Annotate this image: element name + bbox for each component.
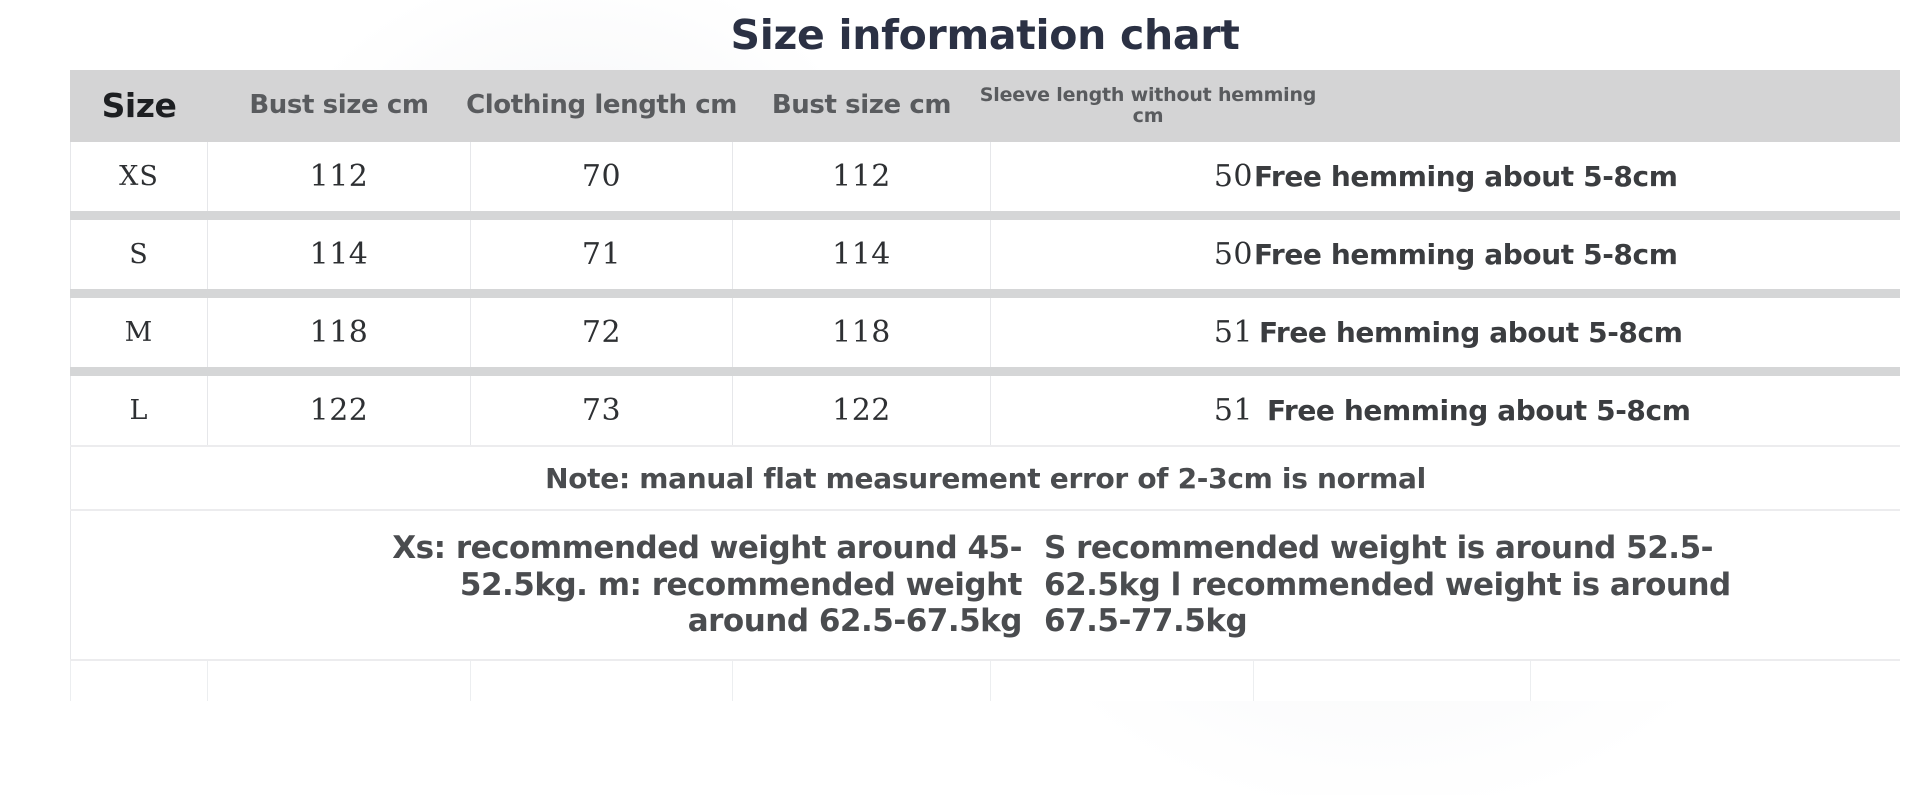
cell-bust-size-2: 122: [732, 376, 990, 445]
cell-bust-size-2-empty: [732, 661, 990, 701]
value-hemming-note: Free hemming about 5-8cm: [1259, 316, 1683, 349]
value-size: S: [129, 239, 149, 270]
cell-bust-size-1-empty: [207, 661, 470, 701]
header-cell-sleeve-length: Sleeve length without hemming cm: [980, 70, 1317, 142]
table-row: M 118 72 118 51 Free hemming about 5-8cm: [70, 298, 1900, 367]
cell-bust-size-1: 114: [207, 220, 470, 289]
value-clothing-length: 73: [581, 393, 622, 428]
row-separator: [70, 367, 1900, 376]
size-information-table: Size Bust size cm Clothing length cm Bus…: [70, 70, 1900, 701]
cell-bust-size-1: 122: [207, 376, 470, 445]
value-size: M: [124, 317, 154, 348]
cell-sleeve-length: 51: [990, 376, 1253, 445]
row-separator: [70, 659, 1900, 661]
cell-weight-recommendation-right: S recommended weight is around 52.5-62.5…: [1032, 511, 1900, 659]
value-bust-size-2: 112: [832, 159, 891, 194]
cell-hemming-empty: [1253, 661, 1530, 701]
cell-measurement-note: Note: manual flat measurement error of 2…: [70, 447, 1900, 509]
value-bust-size-2: 114: [832, 237, 891, 272]
cell-sleeve-length: 51: [990, 298, 1253, 367]
cell-clothing-length: 72: [470, 298, 732, 367]
value-clothing-length: 70: [581, 159, 622, 194]
value-sleeve-length: 51: [1213, 315, 1253, 350]
row-separator: [70, 445, 1900, 447]
cell-size-empty: [70, 661, 207, 701]
chart-title-bar: Size information chart: [70, 0, 1900, 70]
cell-weight-recommendation-left: Xs: recommended weight around 45-52.5kg.…: [70, 511, 1032, 659]
cell-size: XS: [70, 142, 207, 211]
value-bust-size-2: 118: [832, 315, 891, 350]
header-label-sleeve-line-1: Sleeve length without hemming: [979, 83, 1317, 106]
cell-hemming-note: Free hemming about 5-8cm: [1253, 298, 1683, 367]
header-cell-bust-size-1: Bust size cm: [207, 70, 470, 142]
cell-sleeve-length: 50: [990, 220, 1253, 289]
cell-size: M: [70, 298, 207, 367]
header-label-bust-size-1: Bust size cm: [249, 90, 429, 121]
cell-bust-size-2: 112: [732, 142, 990, 211]
weight-recommendation-left-text: Xs: recommended weight around 45-52.5kg.…: [392, 530, 1022, 640]
table-row: L 122 73 122 51 Free hemming about 5-8cm: [70, 376, 1900, 445]
value-bust-size-1: 114: [309, 237, 369, 272]
header-label-sleeve-length: Sleeve length without hemming cm: [979, 83, 1317, 128]
header-label-clothing-length: Clothing length cm: [466, 90, 737, 121]
cell-size: S: [70, 220, 207, 289]
cell-size: L: [70, 376, 207, 445]
cell-clothing-length: 71: [470, 220, 732, 289]
cell-bust-size-2: 114: [732, 220, 990, 289]
cell-hemming-note: Free hemming about 5-8cm: [1253, 376, 1691, 445]
row-separator: [70, 289, 1900, 298]
header-cell-bust-size-2: Bust size cm: [732, 70, 990, 142]
value-sleeve-length: 50: [1213, 237, 1253, 272]
page-title: Size information chart: [730, 11, 1240, 59]
value-bust-size-1: 122: [309, 393, 369, 428]
table-header-row: Size Bust size cm Clothing length cm Bus…: [70, 70, 1900, 142]
cell-hemming-note: Free hemming about 5-8cm: [1253, 220, 1678, 289]
weight-recommendation-row: Xs: recommended weight around 45-52.5kg.…: [70, 511, 1900, 659]
value-sleeve-length: 50: [1213, 159, 1253, 194]
table-row-partial: [70, 661, 1900, 701]
value-sleeve-length: 51: [1213, 393, 1253, 428]
value-bust-size-1: 118: [309, 315, 369, 350]
cell-bust-size-2: 118: [732, 298, 990, 367]
measurement-note-text: Note: manual flat measurement error of 2…: [545, 461, 1426, 495]
value-hemming-note: Free hemming about 5-8cm: [1254, 238, 1678, 271]
cell-tail-empty: [1530, 661, 1900, 701]
cell-clothing-length: 73: [470, 376, 732, 445]
measurement-note-row: Note: manual flat measurement error of 2…: [70, 447, 1900, 509]
row-separator: [70, 211, 1900, 220]
header-label-bust-size-2: Bust size cm: [771, 90, 952, 121]
cell-sleeve-length-empty: [990, 661, 1253, 701]
value-clothing-length: 71: [581, 237, 622, 272]
value-size: XS: [119, 161, 159, 192]
header-cell-size: Size: [70, 70, 207, 142]
table-row: S 114 71 114 50 Free hemming about 5-8cm: [70, 220, 1900, 289]
cell-hemming-note: Free hemming about 5-8cm: [1253, 142, 1678, 211]
value-bust-size-1: 112: [309, 159, 369, 194]
value-hemming-note: Free hemming about 5-8cm: [1267, 394, 1691, 427]
value-bust-size-2: 122: [832, 393, 891, 428]
header-cell-clothing-length: Clothing length cm: [466, 70, 737, 142]
cell-bust-size-1: 118: [207, 298, 470, 367]
cell-bust-size-1: 112: [207, 142, 470, 211]
table-row: XS 112 70 112 50 Free hemming about 5-8c…: [70, 142, 1900, 211]
header-label-sleeve-line-2: cm: [1132, 105, 1164, 127]
header-cell-hemming-spacer: [1253, 70, 1530, 142]
weight-recommendation-right-text: S recommended weight is around 52.5-62.5…: [1044, 530, 1731, 640]
cell-sleeve-length: 50: [990, 142, 1253, 211]
value-size: L: [129, 395, 149, 426]
header-label-size: Size: [101, 85, 177, 125]
header-cell-tail-spacer: [1530, 70, 1900, 142]
cell-clothing-length-empty: [470, 661, 732, 701]
value-clothing-length: 72: [581, 315, 622, 350]
row-separator: [70, 509, 1900, 511]
value-hemming-note: Free hemming about 5-8cm: [1254, 160, 1678, 193]
cell-clothing-length: 70: [470, 142, 732, 211]
